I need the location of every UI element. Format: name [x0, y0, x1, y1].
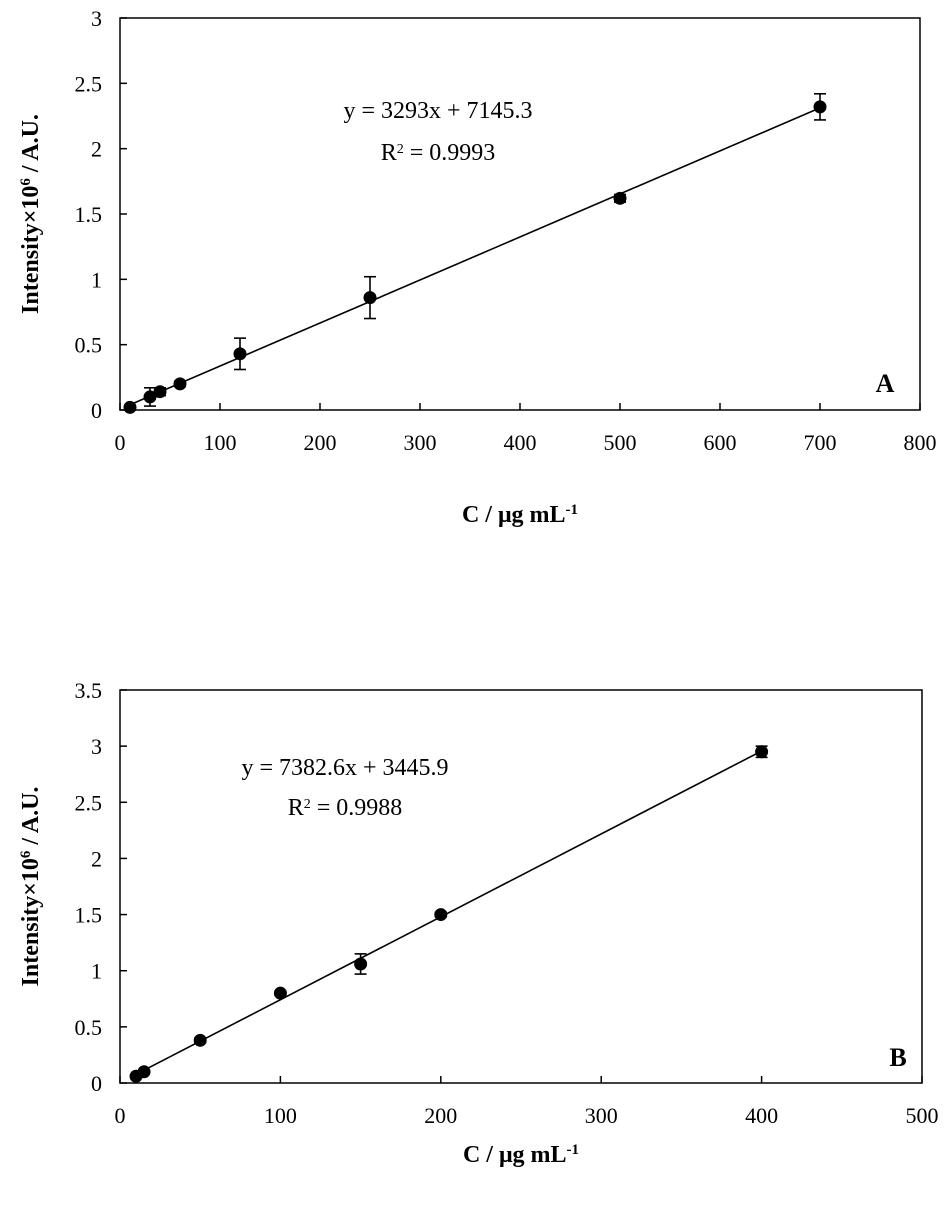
data-point	[273, 986, 287, 1000]
x-tick-label: 700	[804, 430, 837, 455]
panel-label: B	[889, 1043, 906, 1072]
y-tick-label: 3.5	[75, 678, 103, 703]
data-point	[137, 1065, 151, 1079]
x-tick-label: 500	[604, 430, 637, 455]
chart-a: 0 100 200 300 400 500 600 700 800 0 0.5 1 1.5 2 2.5 3 y …	[18, 6, 937, 528]
y-axis-label: Intensity×106 / A.U.	[18, 787, 44, 987]
x-tick-label: 600	[704, 430, 737, 455]
x-tick-label: 100	[204, 430, 237, 455]
data-point	[363, 291, 377, 305]
y-tick-label: 0.5	[75, 333, 103, 358]
y-tick-label: 2	[91, 137, 102, 162]
y-tick-label: 2.5	[75, 790, 103, 815]
x-tick-label: 500	[906, 1103, 939, 1128]
x-axis-label: C / μg mL-1	[462, 502, 578, 528]
y-tick-label: 0.5	[75, 1015, 103, 1040]
y-tick-label: 1.5	[75, 202, 103, 227]
chart-b: 0 100 200 300 400 500 0 0.5 1 1.5 2 2.5 3 3.5 y = 7382…	[18, 678, 939, 1168]
data-point	[123, 400, 137, 414]
x-tick-label: 0	[115, 430, 126, 455]
data-point	[813, 100, 827, 114]
data-point	[434, 908, 448, 922]
data-point	[143, 390, 157, 404]
x-tick-label: 200	[424, 1103, 457, 1128]
y-tick-label: 1	[91, 959, 102, 984]
y-tick-label: 2.5	[75, 71, 103, 96]
x-tick-label: 100	[264, 1103, 297, 1128]
fit-equation: y = 7382.6x + 3445.9	[241, 755, 448, 781]
y-tick-label: 0	[91, 1071, 102, 1096]
y-tick-label: 3	[91, 734, 102, 759]
plot-frame	[119, 689, 923, 1084]
x-tick-label: 200	[304, 430, 337, 455]
data-point	[153, 385, 167, 399]
data-point	[755, 745, 769, 759]
data-point	[193, 1033, 207, 1047]
r-squared: R2 = 0.9988	[288, 795, 403, 821]
data-point	[613, 191, 627, 205]
x-tick-label: 400	[504, 430, 537, 455]
y-tick-label: 2	[91, 846, 102, 871]
y-tick-label: 0	[91, 398, 102, 423]
fit-equation: y = 3293x + 7145.3	[343, 98, 532, 124]
fit-line	[135, 750, 762, 1076]
x-tick-label: 0	[115, 1103, 126, 1128]
panel-label: A	[876, 369, 895, 398]
data-point	[354, 957, 368, 971]
x-tick-label: 300	[585, 1103, 618, 1128]
y-axis-label: Intensity×106 / A.U.	[18, 114, 44, 314]
y-tick-label: 3	[91, 6, 102, 31]
x-tick-label: 400	[745, 1103, 778, 1128]
r-squared: R2 = 0.9993	[381, 140, 496, 166]
x-axis-label: C / μg mL-1	[463, 1142, 579, 1168]
y-tick-label: 1	[91, 267, 102, 292]
data-point	[233, 347, 247, 361]
y-tick-label: 1.5	[75, 903, 103, 928]
x-tick-label: 800	[904, 430, 937, 455]
data-point	[173, 377, 187, 391]
x-tick-label: 300	[404, 430, 437, 455]
